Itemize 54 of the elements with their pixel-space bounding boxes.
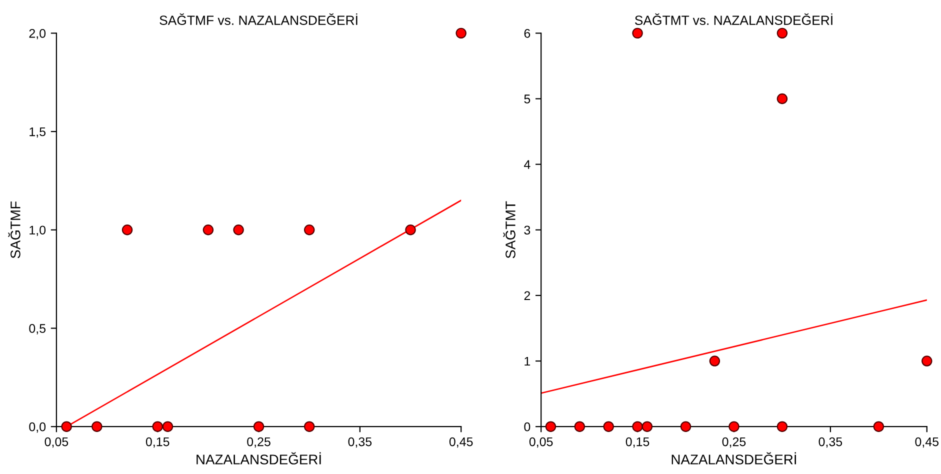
y-tick-label: 4 [524,160,530,169]
point [776,93,788,104]
y-tick-label: 2,0 [29,28,46,40]
x-tick-label: 0,45 [449,437,473,448]
point [632,28,643,39]
y-tick-label: 0 [524,422,530,432]
chart-title: SAĞTMF vs. NAZALANSDEĞERİ [160,13,358,25]
x-tick-label: 0,25 [247,437,270,448]
point [304,224,315,236]
point [233,224,244,236]
point [873,421,884,432]
y-axis-title: SAĞTMT [503,201,516,258]
x-tick-label: 0,35 [348,437,372,448]
point [304,421,315,432]
point [574,421,586,432]
point [680,421,692,432]
point [152,421,163,432]
point [405,224,416,236]
point [642,421,653,432]
point [92,421,102,432]
y-tick-label: 1 [524,356,530,366]
y-tick-label: 0,5 [29,324,46,334]
y-tick-label: 5 [524,94,530,104]
y-tick-label: 0,0 [29,422,46,433]
point [776,421,788,432]
y-tick-label: 3 [524,226,530,235]
x-axis-title: NAZALANSDEĞERİ [196,452,321,464]
x-tick-label: 0,15 [146,437,170,448]
point [202,224,214,236]
point [632,421,643,432]
y-axis-title: SAĞTMF [8,202,20,258]
y-tick-label: 6 [524,28,530,38]
x-tick-label: 0,05 [44,437,68,448]
point [728,421,740,432]
y-tick-label: 1,5 [30,127,46,138]
x-tick-label: 0,15 [626,437,650,448]
point [253,421,264,432]
point [456,28,466,39]
chart-title: SAĞTMT vs. NAZALANSDEĞERİ [634,13,832,25]
x-tick-label: 0,45 [915,437,939,448]
point [545,421,556,432]
point [776,28,788,39]
point [603,421,614,432]
point [922,356,932,366]
point [709,356,720,366]
x-tick-label: 0,05 [529,437,553,448]
y-tick-label: 2 [524,291,530,300]
point [162,421,174,432]
y-tick-label: 1,0 [30,226,46,236]
x-tick-label: 0,25 [722,437,746,448]
point [122,224,133,236]
x-axis-title: NAZALANSDEĞERİ [672,452,796,464]
x-tick-label: 0,35 [818,437,842,448]
point [61,421,72,432]
